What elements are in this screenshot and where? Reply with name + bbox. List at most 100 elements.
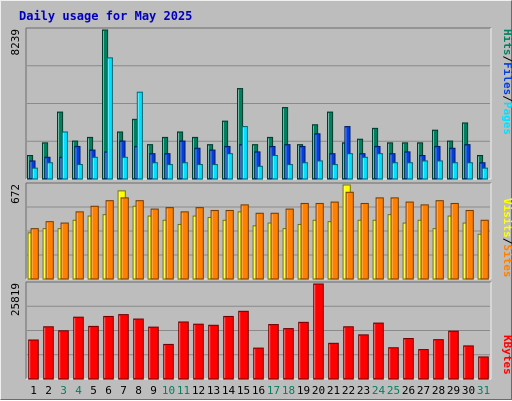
bar-sites-day-20	[315, 202, 324, 280]
bar-sites-day-16	[255, 212, 264, 280]
bar-kbytes-day-28	[433, 339, 444, 380]
bar-kbytes-day-15	[238, 310, 249, 380]
x-tick-label-day-4: 4	[75, 384, 82, 397]
bar-pages-day-31	[481, 167, 488, 180]
bar-sites-day-2	[45, 221, 54, 280]
chart-title: Daily usage for May 2025	[19, 9, 192, 23]
legend-sites-visits-visits: Visits	[501, 198, 512, 238]
x-tick-label-day-14: 14	[222, 384, 236, 397]
bar-sites-day-21	[330, 201, 339, 280]
x-tick-label-day-25: 25	[387, 384, 400, 397]
bar-pages-day-25	[391, 162, 398, 180]
ymax-label-panel-1: 8239	[9, 29, 22, 56]
bar-kbytes-day-31	[478, 356, 489, 380]
x-tick-label-day-3: 3	[60, 384, 67, 397]
bar-pages-day-1	[31, 167, 38, 180]
bar-pages-day-19	[301, 162, 308, 180]
bar-pages-day-20	[316, 160, 323, 180]
bar-pages-day-28	[436, 160, 443, 180]
bar-kbytes-day-19	[298, 321, 309, 380]
bar-pages-day-7	[121, 156, 128, 180]
bar-pages-day-8	[136, 91, 143, 180]
bar-sites-day-6	[105, 200, 114, 280]
x-tick-label-day-15: 15	[237, 384, 250, 397]
x-tick-label-day-20: 20	[312, 384, 325, 397]
legend-kbytes-kbytes: KBytes	[501, 335, 512, 375]
bar-sites-day-4	[75, 211, 84, 280]
bar-pages-day-4	[76, 164, 83, 180]
bar-pages-day-24	[376, 153, 383, 180]
bar-kbytes-day-18	[283, 328, 294, 380]
bar-kbytes-day-7	[118, 314, 129, 380]
bar-sites-day-14	[225, 209, 234, 280]
bar-sites-day-19	[300, 202, 309, 280]
legend-sites-visits-sites: Sites	[501, 244, 512, 277]
legend-sites-visits: Visits/Sites	[501, 198, 512, 278]
bar-pages-day-14	[226, 153, 233, 180]
bar-sites-day-26	[405, 201, 414, 280]
bar-sites-day-9	[150, 208, 159, 280]
bar-pages-day-30	[466, 162, 473, 180]
bar-sites-day-1	[30, 228, 39, 280]
bar-pages-day-16	[256, 165, 263, 180]
x-tick-label-day-13: 13	[207, 384, 220, 397]
legend-pages-files-hits-separator-2: /	[501, 95, 512, 102]
bar-kbytes-day-13	[208, 324, 219, 380]
x-tick-label-day-17: 17	[267, 384, 280, 397]
bar-kbytes-day-26	[403, 338, 414, 380]
bar-kbytes-day-29	[448, 330, 459, 380]
legend-pages-files-hits-separator-1: /	[501, 56, 512, 63]
x-tick-label-day-21: 21	[327, 384, 340, 397]
bar-sites-day-7	[120, 197, 129, 280]
legend-kbytes: KBytes	[501, 335, 512, 375]
bar-sites-day-15	[240, 204, 249, 280]
x-tick-label-day-29: 29	[447, 384, 460, 397]
bar-kbytes-day-24	[373, 322, 384, 380]
bar-pages-day-17	[271, 154, 278, 180]
bar-sites-day-25	[390, 197, 399, 280]
x-tick-label-day-7: 7	[120, 384, 127, 397]
x-tick-label-day-11: 11	[177, 384, 190, 397]
x-tick-label-day-31: 31	[477, 384, 490, 397]
bar-kbytes-day-12	[193, 323, 204, 380]
bar-kbytes-day-6	[103, 315, 114, 380]
bar-sites-day-28	[435, 200, 444, 280]
bar-kbytes-day-4	[73, 316, 84, 380]
bar-pages-day-15	[241, 126, 248, 180]
bar-sites-day-24	[375, 197, 384, 280]
x-tick-label-day-5: 5	[90, 384, 97, 397]
bar-sites-day-13	[210, 209, 219, 280]
bar-kbytes-day-3	[58, 330, 69, 380]
bar-sites-day-3	[60, 222, 69, 280]
bar-pages-day-5	[91, 156, 98, 180]
bar-sites-day-5	[90, 205, 99, 280]
bar-kbytes-day-22	[343, 326, 354, 380]
bar-kbytes-day-16	[253, 347, 264, 380]
x-tick-label-day-22: 22	[342, 384, 355, 397]
bar-pages-day-23	[361, 156, 368, 180]
x-tick-label-day-12: 12	[192, 384, 205, 397]
bar-sites-day-10	[165, 207, 174, 280]
x-tick-label-day-24: 24	[372, 384, 386, 397]
bar-kbytes-day-30	[463, 345, 474, 380]
x-tick-label-day-8: 8	[135, 384, 142, 397]
bar-pages-day-10	[166, 164, 173, 180]
bar-pages-day-6	[106, 57, 113, 180]
bar-kbytes-day-9	[148, 326, 159, 380]
bar-kbytes-day-8	[133, 318, 144, 380]
legend-pages-files-hits: Hits/Files/Pages	[501, 29, 512, 135]
bar-kbytes-day-21	[328, 342, 339, 380]
legend-sites-visits-separator-1: /	[501, 238, 512, 245]
bar-sites-day-30	[465, 209, 474, 280]
bar-kbytes-day-20	[313, 283, 324, 380]
bar-kbytes-day-17	[268, 324, 279, 380]
x-tick-label-day-2: 2	[45, 384, 52, 397]
x-tick-label-day-23: 23	[357, 384, 370, 397]
x-tick-label-day-18: 18	[282, 384, 295, 397]
x-tick-label-day-10: 10	[162, 384, 175, 397]
bar-kbytes-day-23	[358, 334, 369, 380]
x-tick-label-day-19: 19	[297, 384, 310, 397]
bar-pages-day-29	[451, 162, 458, 180]
